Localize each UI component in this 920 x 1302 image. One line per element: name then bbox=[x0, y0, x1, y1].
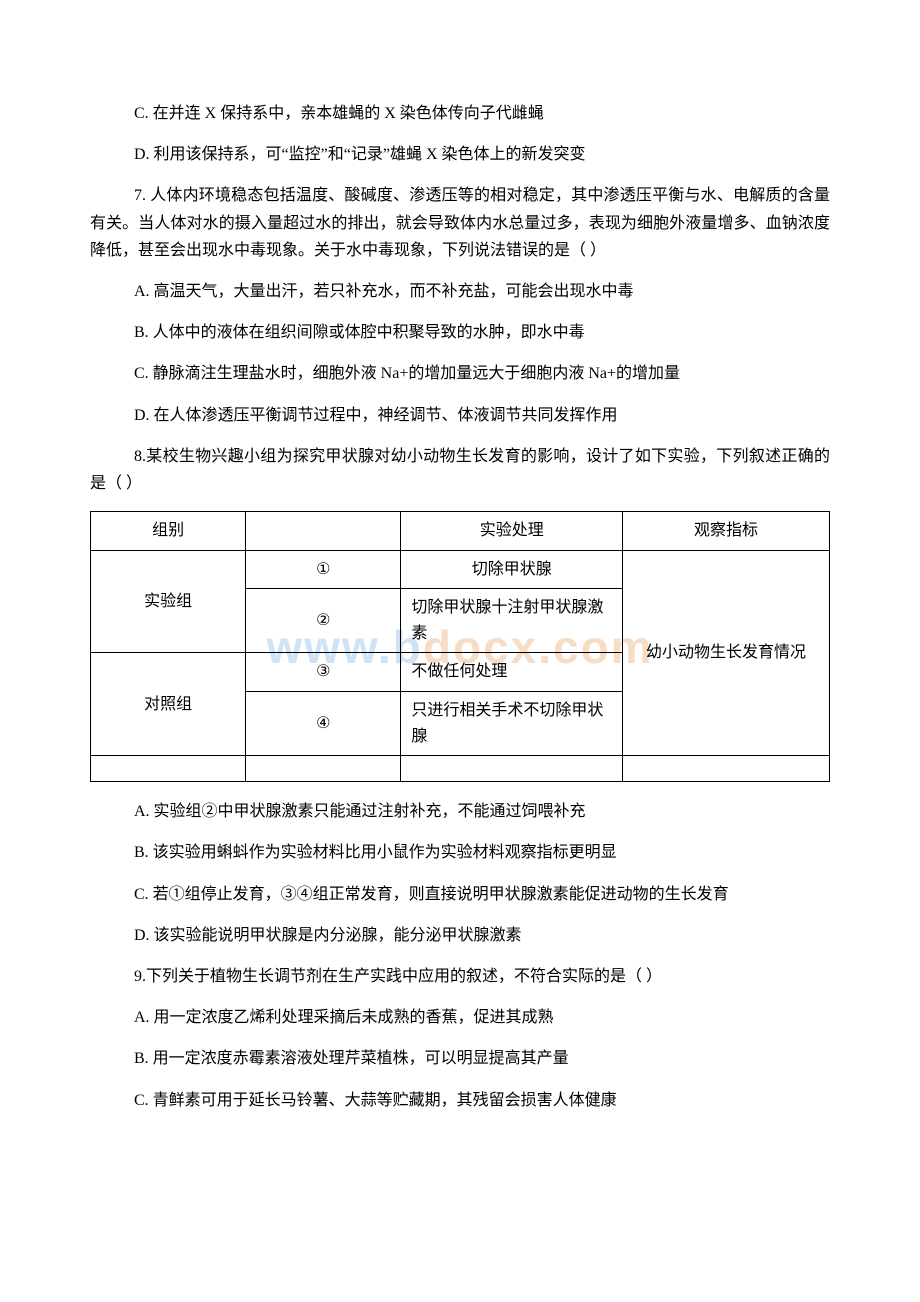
cell-treat-1: 切除甲状腺 bbox=[401, 550, 623, 589]
table-row: 实验组 ① 切除甲状腺 幼小动物生长发育情况 bbox=[91, 550, 830, 589]
table-header-row: 组别 实验处理 观察指标 bbox=[91, 512, 830, 551]
empty-cell bbox=[401, 756, 623, 782]
q9-option-c: C. 青鲜素可用于延长马铃薯、大蒜等贮藏期，其残留会损害人体健康 bbox=[90, 1087, 830, 1114]
q7-option-b: B. 人体中的液体在组织间隙或体腔中积聚导致的水肿，即水中毒 bbox=[90, 319, 830, 346]
cell-num-1: ① bbox=[246, 550, 401, 589]
q7-option-a: A. 高温天气，大量出汗，若只补充水，而不补充盐，可能会出现水中毒 bbox=[90, 278, 830, 305]
q9-option-a: A. 用一定浓度乙烯利处理采摘后未成熟的香蕉，促进其成熟 bbox=[90, 1004, 830, 1031]
cell-treat-4: 只进行相关手术不切除甲状腺 bbox=[401, 692, 623, 756]
th-blank bbox=[246, 512, 401, 551]
cell-num-3: ③ bbox=[246, 653, 401, 692]
empty-cell bbox=[623, 756, 830, 782]
th-treatment: 实验处理 bbox=[401, 512, 623, 551]
q8-option-a: A. 实验组②中甲状腺激素只能通过注射补充，不能通过饲喂补充 bbox=[90, 798, 830, 825]
cell-treat-2: 切除甲状腺十注射甲状腺激素 bbox=[401, 589, 623, 653]
cell-group-ctrl: 对照组 bbox=[91, 653, 246, 756]
th-observe: 观察指标 bbox=[623, 512, 830, 551]
q8-option-c: C. 若①组停止发育，③④组正常发育，则直接说明甲状腺激素能促进动物的生长发育 bbox=[90, 881, 830, 908]
cell-num-2: ② bbox=[246, 589, 401, 653]
cell-num-4: ④ bbox=[246, 692, 401, 756]
table-empty-row bbox=[91, 756, 830, 782]
document-content: C. 在并连 X 保持系中，亲本雄蝇的 X 染色体传向子代雌蝇 D. 利用该保持… bbox=[90, 100, 830, 1114]
q6-option-d: D. 利用该保持系，可“监控”和“记录”雄蝇 X 染色体上的新发突变 bbox=[90, 141, 830, 168]
cell-treat-3: 不做任何处理 bbox=[401, 653, 623, 692]
empty-cell bbox=[246, 756, 401, 782]
empty-cell bbox=[91, 756, 246, 782]
experiment-table: 组别 实验处理 观察指标 实验组 ① 切除甲状腺 幼小动物生长发育情况 ② 切除… bbox=[90, 511, 830, 782]
cell-group-exp: 实验组 bbox=[91, 550, 246, 653]
q8-option-b: B. 该实验用蝌蚪作为实验材料比用小鼠作为实验材料观察指标更明显 bbox=[90, 839, 830, 866]
q7-stem: 7. 人体内环境稳态包括温度、酸碱度、渗透压等的相对稳定，其中渗透压平衡与水、电… bbox=[90, 182, 830, 264]
q6-option-c: C. 在并连 X 保持系中，亲本雄蝇的 X 染色体传向子代雌蝇 bbox=[90, 100, 830, 127]
q7-option-d: D. 在人体渗透压平衡调节过程中，神经调节、体液调节共同发挥作用 bbox=[90, 402, 830, 429]
q9-stem: 9.下列关于植物生长调节剂在生产实践中应用的叙述，不符合实际的是（ ） bbox=[90, 963, 830, 990]
q9-option-b: B. 用一定浓度赤霉素溶液处理芹菜植株，可以明显提高其产量 bbox=[90, 1045, 830, 1072]
q7-option-c: C. 静脉滴注生理盐水时，细胞外液 Na+的增加量远大于细胞内液 Na+的增加量 bbox=[90, 360, 830, 387]
th-group: 组别 bbox=[91, 512, 246, 551]
q8-stem: 8.某校生物兴趣小组为探究甲状腺对幼小动物生长发育的影响，设计了如下实验，下列叙… bbox=[90, 443, 830, 497]
cell-observe: 幼小动物生长发育情况 bbox=[623, 550, 830, 756]
q8-option-d: D. 该实验能说明甲状腺是内分泌腺，能分泌甲状腺激素 bbox=[90, 922, 830, 949]
